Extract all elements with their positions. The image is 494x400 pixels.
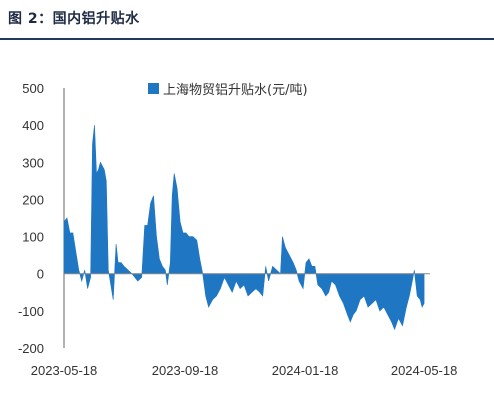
legend-swatch <box>148 83 159 94</box>
legend-label: 上海物贸铝升贴水(元/吨) <box>163 83 308 98</box>
x-axis-ticks: 2023-05-18 2023-09-18 2024-01-18 2024-05-18 <box>31 363 458 378</box>
y-tick-label: 300 <box>22 155 44 170</box>
y-tick-label: 500 <box>22 81 44 96</box>
series-area <box>63 125 425 331</box>
y-axis-ticks: 500 400 300 200 100 0 -100 -200 <box>18 81 44 356</box>
x-tick-label: 2024-05-18 <box>391 363 458 378</box>
y-tick-label: -100 <box>18 304 44 319</box>
x-tick-label: 2024-01-18 <box>272 363 339 378</box>
title-rule <box>0 38 494 40</box>
y-tick-label: 100 <box>22 230 44 245</box>
y-tick-label: 200 <box>22 192 44 207</box>
figure-title: 图 2：国内铝升贴水 <box>8 11 140 27</box>
x-tick-label: 2023-05-18 <box>31 363 98 378</box>
y-tick-label: 400 <box>22 118 44 133</box>
x-tick-label: 2023-09-18 <box>152 363 219 378</box>
y-tick-label: -200 <box>18 341 44 356</box>
y-tick-label: 0 <box>37 267 44 282</box>
